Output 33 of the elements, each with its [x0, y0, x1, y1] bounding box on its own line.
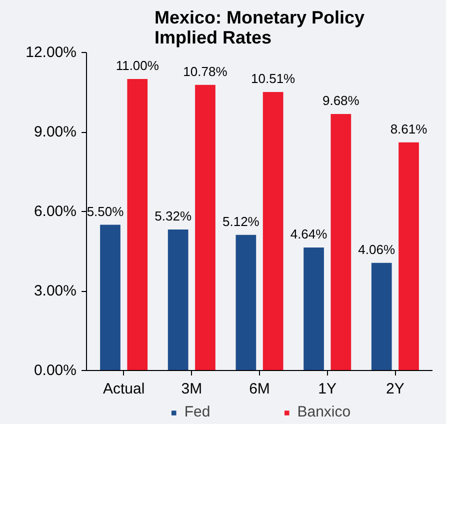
x-tick-label: 6M [249, 380, 270, 398]
y-tick-label: 0.00% [34, 362, 77, 379]
legend-label: Banxico [297, 404, 351, 420]
chart-title: Mexico: Monetary Policy Implied Rates [154, 8, 365, 48]
legend-label: Fed [184, 404, 210, 420]
bar [195, 84, 216, 370]
data-label: 5.12% [222, 214, 260, 229]
data-label: 8.61% [390, 121, 428, 136]
bar [371, 262, 392, 370]
bar [304, 248, 324, 370]
data-label: 4.64% [290, 226, 328, 242]
bar [100, 224, 120, 370]
x-tick-label: Actual [102, 380, 145, 398]
x-tick-label: 3M [181, 380, 202, 398]
data-label: 5.32% [154, 208, 192, 224]
data-label: 11.00% [116, 58, 160, 73]
bar [168, 230, 188, 370]
bar [398, 142, 419, 370]
bar [236, 234, 256, 370]
x-tick-label: 2Y [386, 380, 404, 398]
data-label: 10.51% [251, 70, 296, 86]
y-tick-label: 3.00% [34, 282, 77, 300]
data-label: 4.06% [358, 242, 396, 257]
data-label: 9.68% [322, 92, 360, 108]
bar [127, 79, 148, 370]
bar [262, 92, 284, 370]
x-tick-label: 1Y [318, 380, 337, 398]
data-label: 5.50% [86, 204, 124, 219]
y-tick-label: 12.00% [26, 44, 76, 61]
bar [330, 114, 352, 370]
y-tick-label: 9.00% [34, 124, 77, 140]
data-label: 10.78% [183, 64, 228, 79]
y-tick-label: 6.00% [34, 203, 77, 220]
